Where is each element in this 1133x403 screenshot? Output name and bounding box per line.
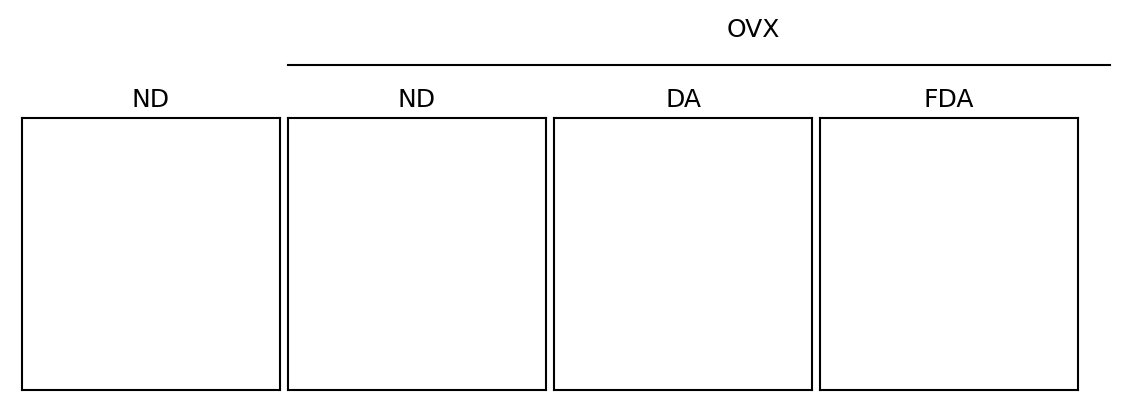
Text: DA: DA <box>665 88 701 112</box>
Text: ND: ND <box>398 88 436 112</box>
Text: FDA: FDA <box>923 88 974 112</box>
Text: OVX: OVX <box>726 18 780 42</box>
Text: ND: ND <box>131 88 170 112</box>
